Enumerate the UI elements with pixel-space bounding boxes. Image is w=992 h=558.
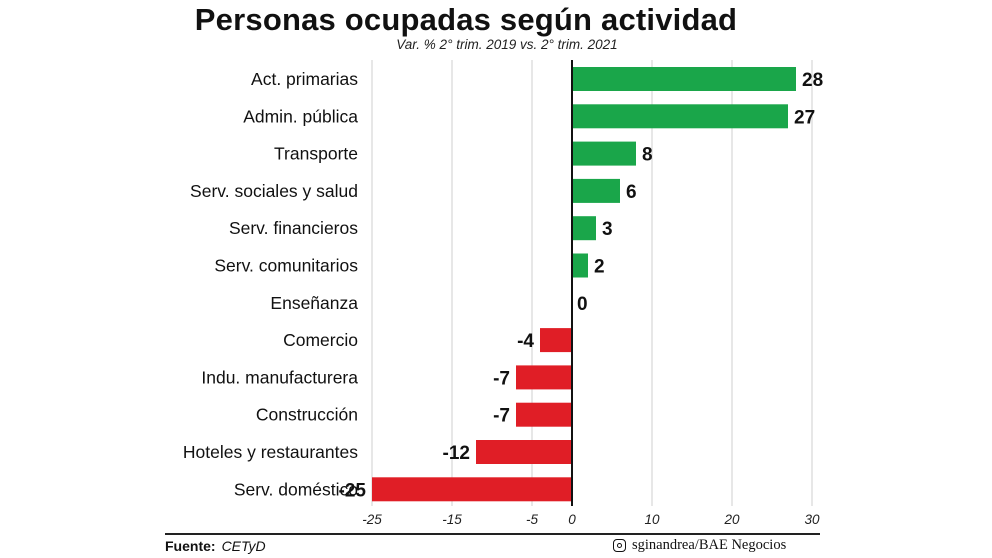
bar	[476, 440, 572, 464]
bar	[572, 67, 796, 91]
value-label: -12	[443, 443, 470, 464]
bars	[372, 67, 796, 502]
value-label: 3	[602, 219, 613, 240]
category-label: Construcción	[256, 405, 358, 425]
source-label: Fuente:	[165, 538, 216, 554]
bar	[540, 328, 572, 353]
category-label: Serv. sociales y salud	[190, 181, 358, 201]
instagram-icon	[613, 539, 626, 552]
credit-note: sginandrea/BAE Negocios	[613, 537, 786, 554]
bar	[572, 216, 596, 241]
value-label: 2	[594, 257, 605, 278]
value-label: -7	[493, 406, 510, 427]
bar	[516, 365, 572, 390]
source-note: Fuente: CETyD	[165, 538, 266, 554]
source-value: CETyD	[221, 538, 266, 554]
value-labels: 28 27 863 20 -4 -7 -7 -12 -25	[339, 70, 824, 501]
bar	[372, 477, 572, 502]
chart-title: Personas ocupadas según actividad	[194, 2, 738, 37]
value-label: -4	[517, 331, 534, 352]
x-tick-label: 10	[644, 512, 660, 527]
category-label: Serv. financieros	[229, 218, 358, 238]
credit-text: sginandrea/BAE Negocios	[632, 537, 787, 553]
category-labels: Act. primarias Admin. pública Transporte Se…	[183, 69, 358, 499]
value-label: -7	[493, 368, 510, 389]
x-tick-label: 20	[723, 512, 740, 527]
bar	[572, 253, 588, 278]
category-label: Indu. manufacturera	[201, 367, 358, 387]
x-tick-label: 0	[568, 512, 576, 527]
category-label: Comercio	[283, 330, 358, 350]
value-label: 0	[577, 294, 588, 315]
category-label: Admin. pública	[243, 106, 358, 126]
grid-lines	[371, 60, 813, 506]
x-tick-label: -5	[526, 512, 538, 527]
x-tick-label: -25	[362, 512, 382, 527]
value-label: 28	[802, 70, 823, 91]
category-label: Serv. comunitarios	[214, 256, 358, 276]
bar	[572, 141, 636, 166]
bar	[572, 104, 788, 129]
chart-subtitle: Var. % 2° trim. 2019 vs. 2° trim. 2021	[396, 37, 618, 52]
category-label: Act. primarias	[251, 69, 358, 89]
x-tick-label: -15	[442, 512, 462, 527]
value-label: 27	[794, 107, 815, 128]
bar	[516, 402, 572, 427]
value-label: 6	[626, 182, 637, 203]
value-label: 8	[642, 145, 653, 166]
category-label: Serv. doméstico	[234, 479, 358, 499]
category-label: Transporte	[274, 144, 358, 164]
x-tick-labels: -25 -15 -5 0 10 20 30	[362, 512, 820, 527]
value-label: -25	[339, 480, 367, 501]
category-label: Enseñanza	[270, 293, 358, 313]
category-label: Hoteles y restaurantes	[183, 442, 358, 462]
bar	[572, 178, 620, 203]
x-tick-label: 30	[804, 512, 820, 527]
footer-divider	[165, 533, 820, 535]
